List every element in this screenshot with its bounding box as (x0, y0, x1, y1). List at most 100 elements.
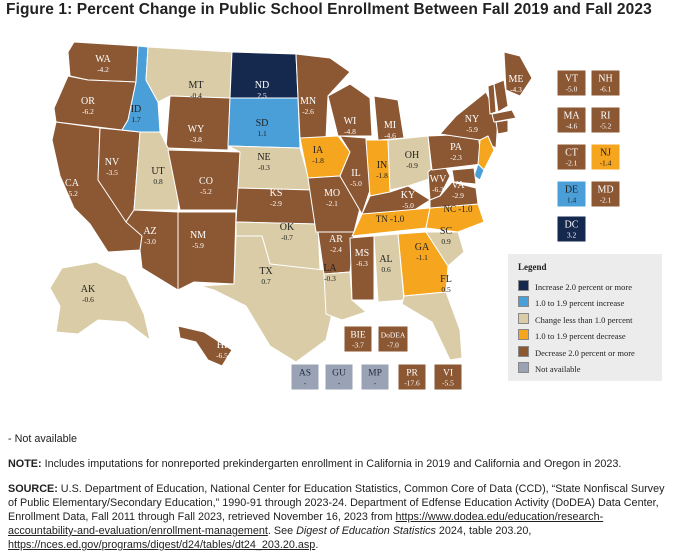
territory-vi: VI-5.5 (433, 363, 463, 391)
box-fill (556, 69, 587, 97)
box-value: -7.0 (387, 340, 399, 349)
state-fl (401, 291, 463, 361)
state-value: 0.8 (153, 177, 163, 186)
legend-swatch (518, 345, 529, 357)
state-value: -2.3 (450, 153, 462, 162)
legend-item-decrease-1to19: 1.0 to 1.9 percent decrease (518, 329, 626, 341)
box-md: MD-2.1 (590, 180, 621, 208)
state-label-ut: UT0.8 (151, 166, 164, 186)
state-abbr: VA (451, 180, 465, 191)
state-abbr: UT (151, 166, 164, 177)
state-label-hi: HI-6.5 (216, 340, 228, 360)
legend-label: 1.0 to 1.9 percent decrease (535, 331, 626, 342)
state-value: -0.3 (258, 163, 270, 172)
box-abbr: MP (368, 369, 382, 379)
legend-item-decrease-2plus: Decrease 2.0 percent or more (518, 345, 635, 358)
legend-label: 1.0 to 1.9 percent increase (535, 298, 625, 309)
box-fill (324, 363, 354, 391)
box-abbr: VT (565, 74, 578, 85)
state-hi (177, 325, 233, 367)
not-available-note: - Not available (8, 433, 78, 445)
box-value: -2.1 (566, 158, 578, 167)
dodea-link[interactable]: https://www.dodea.edu/education/research… (8, 511, 604, 537)
state-abbr: KY (401, 190, 415, 201)
source-end: 2024, table 203.20, (435, 525, 532, 537)
state-label-or: OR-6.2 (81, 96, 95, 116)
box-value: -5.0 (566, 84, 578, 93)
legend-swatch (518, 312, 529, 324)
box-value: -4.6 (566, 121, 578, 130)
box-value: -5.5 (442, 378, 454, 387)
state-abbr: AK (81, 284, 96, 295)
legend: Legend Increase 2.0 percent or more 1.0 t… (508, 254, 662, 381)
state-abbr: IN (377, 160, 388, 171)
box-fill (556, 180, 587, 208)
box-fill (590, 106, 621, 134)
state-nj (477, 135, 495, 171)
state-value: 0.7 (261, 277, 271, 286)
legend-swatch (518, 329, 529, 341)
state-abbr: KS (270, 188, 283, 199)
box-vt: VT-5.0 (556, 69, 587, 97)
box-de: DE1.4 (556, 180, 587, 208)
source-final: . (315, 539, 319, 551)
state-abbr: WY (188, 124, 205, 135)
state-oh (387, 135, 433, 191)
note-paragraph: NOTE: Includes imputations for nonreport… (8, 457, 672, 471)
state-abbr: ND (255, 80, 269, 91)
state-abbr: WA (95, 54, 111, 65)
state-value: -0.6 (82, 295, 94, 304)
box-value: -5.2 (600, 121, 612, 130)
state-abbr: MN (300, 96, 316, 107)
state-value: 1.1 (257, 129, 267, 138)
state-abbr: AR (329, 234, 343, 245)
state-abbr: MO (324, 188, 340, 199)
state-abbr: PA (450, 142, 463, 153)
state-md (451, 167, 477, 185)
state-label-pa: PA-2.3 (450, 142, 463, 162)
state-value: -2.4 (330, 245, 342, 254)
source-text: U.S. Department of Education, National C… (8, 483, 665, 523)
state-abbr: FL (440, 274, 452, 285)
legend-swatch (518, 280, 529, 291)
us-map: WA-4.2OR-6.2CA-5.2NV-3.5ID1.7MT-0.4WY-3.… (49, 41, 621, 391)
state-ga (397, 231, 449, 297)
state-abbr: OK (280, 222, 295, 233)
state-label-al: AL0.6 (379, 254, 392, 274)
state-value: 0.5 (441, 285, 451, 294)
state-abbr: NE (257, 152, 270, 163)
box-nh: NH-6.1 (590, 69, 621, 97)
box-value: -6.1 (600, 84, 612, 93)
territory-pr: PR-17.6 (397, 363, 427, 391)
state-abbr: HI (217, 340, 228, 351)
state-label-oh: OH-0.9 (405, 150, 419, 170)
box-abbr: VI (443, 369, 453, 379)
state-label-il: IL-5.0 (350, 168, 362, 188)
territory-as: AS- (290, 363, 320, 391)
state-value: -2.9 (270, 199, 282, 208)
state-value: -2.9 (452, 191, 464, 200)
state-abbr: MI (384, 120, 396, 131)
state-label-nd: ND2.5 (255, 80, 269, 100)
box-abbr: DoDEA (381, 331, 406, 340)
state-abbr: OR (81, 96, 95, 107)
state-value: -6.3 (432, 185, 444, 194)
state-de (473, 163, 485, 181)
state-value: -4.6 (384, 131, 396, 140)
state-label-tx: TX0.7 (259, 266, 273, 286)
state-value: -0.3 (324, 274, 336, 283)
box-abbr: PR (406, 369, 418, 379)
state-mt (145, 46, 233, 103)
state-value: -1.8 (312, 156, 324, 165)
state-value: -5.0 (402, 201, 414, 210)
box-abbr: CT (565, 148, 578, 159)
state-value: -0.9 (406, 161, 418, 170)
nces-link[interactable]: https://nces.ed.gov/programs/digest/d24/… (8, 539, 316, 551)
legend-swatch (518, 362, 529, 373)
state-value: -3.5 (106, 168, 118, 177)
box-fill (590, 180, 621, 208)
state-sc (425, 231, 465, 267)
state-abbr: IA (313, 145, 324, 156)
state-label-ak: AK-0.6 (81, 284, 96, 304)
state-label-me: ME-4.3 (509, 74, 524, 94)
